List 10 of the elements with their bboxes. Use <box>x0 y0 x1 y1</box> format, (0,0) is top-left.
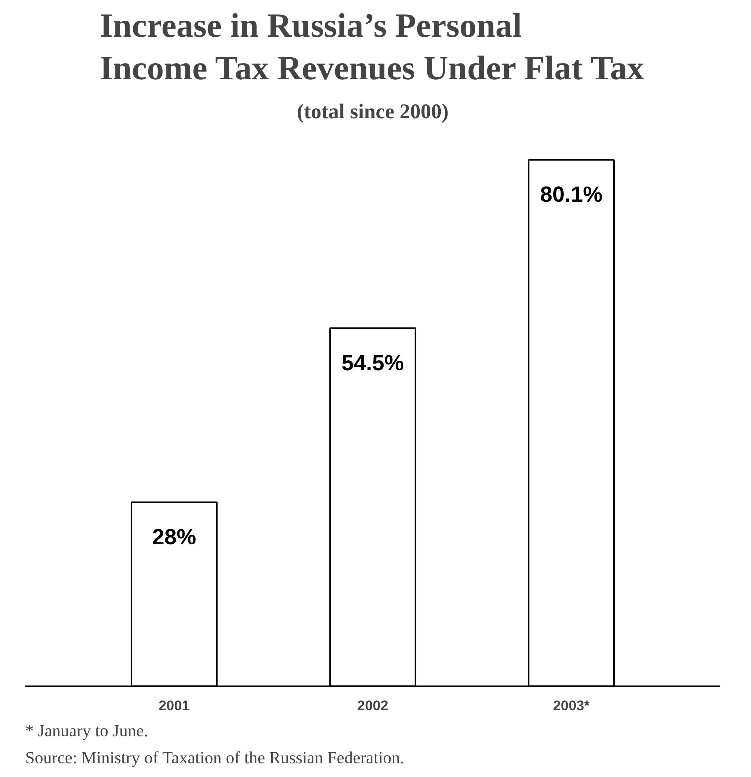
chart-title: Increase in Russia’s Personal Income Tax Revenues Under Flat Tax <box>100 8 644 88</box>
x-tick-label: 2003* <box>553 698 590 714</box>
data-label: 80.1% <box>540 182 603 208</box>
text: * January to June. <box>26 722 148 740</box>
data-label: 28% <box>152 524 196 550</box>
source-note: Source: Ministry of Taxation of the Russian Federation. <box>26 748 405 768</box>
x-tick-label: 2001 <box>158 698 190 714</box>
chart-subtitle: (total since 2000) <box>297 100 449 124</box>
x-tick-label: 2002 <box>357 698 389 714</box>
data-label: 54.5% <box>342 350 404 376</box>
